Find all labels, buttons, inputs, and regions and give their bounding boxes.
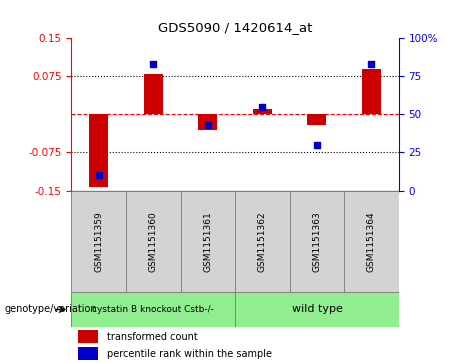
Point — [313, 142, 321, 148]
Bar — [198, 114, 218, 130]
Point — [204, 122, 212, 128]
Bar — [344, 191, 399, 292]
Text: wild type: wild type — [291, 305, 343, 314]
Point — [259, 104, 266, 110]
Bar — [71, 191, 126, 292]
Text: GSM1151363: GSM1151363 — [313, 211, 321, 272]
Text: GSM1151362: GSM1151362 — [258, 211, 267, 272]
Text: transformed count: transformed count — [107, 331, 198, 342]
Bar — [71, 292, 235, 327]
Text: GSM1151360: GSM1151360 — [149, 211, 158, 272]
Text: GSM1151359: GSM1151359 — [94, 211, 103, 272]
Text: GSM1151361: GSM1151361 — [203, 211, 213, 272]
Bar — [235, 292, 399, 327]
Text: genotype/variation: genotype/variation — [5, 305, 97, 314]
Bar — [78, 330, 98, 343]
Point — [149, 61, 157, 67]
Bar — [290, 191, 344, 292]
Title: GDS5090 / 1420614_at: GDS5090 / 1420614_at — [158, 21, 312, 34]
Bar — [78, 347, 98, 360]
Text: percentile rank within the sample: percentile rank within the sample — [107, 348, 272, 359]
Bar — [362, 69, 381, 114]
Bar — [253, 109, 272, 114]
Bar — [307, 114, 326, 125]
Bar — [235, 191, 290, 292]
Text: cystatin B knockout Cstb-/-: cystatin B knockout Cstb-/- — [92, 305, 214, 314]
Bar — [126, 191, 181, 292]
Point — [368, 61, 375, 67]
Point — [95, 172, 102, 178]
Bar — [181, 191, 235, 292]
Bar — [89, 114, 108, 187]
Bar — [144, 74, 163, 114]
Text: GSM1151364: GSM1151364 — [367, 211, 376, 272]
